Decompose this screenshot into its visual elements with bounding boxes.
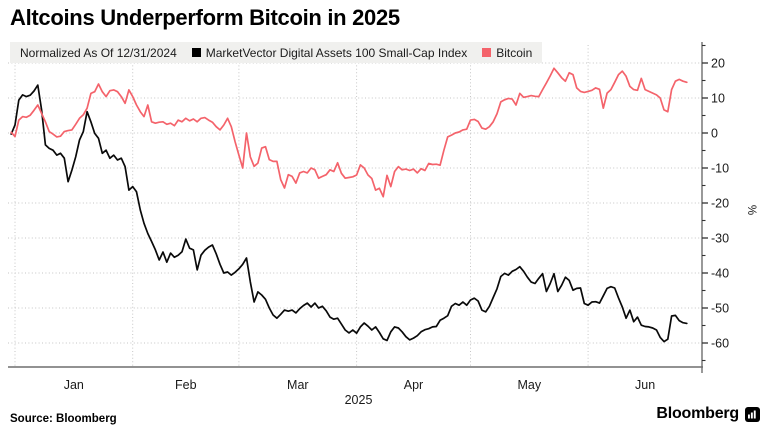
y-tick-label: -40 [711, 267, 729, 281]
bitcoin-swatch-icon [482, 48, 492, 57]
y-tick-label: -50 [711, 302, 729, 316]
y-gridlines [8, 62, 702, 344]
y-tick-label: 20 [711, 57, 725, 71]
bloomberg-terminal-icon [745, 406, 760, 422]
axes [8, 42, 703, 373]
x-tick-label: May [517, 378, 541, 392]
bitcoin-line [10, 67, 688, 198]
marketvector-line [10, 84, 688, 343]
bloomberg-wordmark: Bloomberg [656, 405, 739, 422]
legend-item-marketvector: MarketVector Digital Assets 100 Small-Ca… [191, 45, 468, 60]
y-tick-label: 10 [711, 92, 725, 106]
bloomberg-logo: Bloomberg [656, 405, 760, 423]
legend-item-label: MarketVector Digital Assets 100 Small-Ca… [205, 45, 468, 60]
x-gridlines [14, 45, 589, 367]
y-tick-label: -60 [711, 337, 729, 351]
y-tick-label: 0 [711, 127, 718, 141]
legend-item-label: Bitcoin [496, 45, 533, 60]
y-tick-label: -20 [711, 197, 729, 211]
x-tick-label: Jan [64, 378, 84, 392]
x-tick-label: Feb [175, 378, 197, 392]
page-title: Altcoins Underperform Bitcoin in 2025 [10, 5, 400, 30]
x-axis-year-label: 2025 [345, 393, 373, 407]
legend-item-bitcoin: Bitcoin [482, 46, 532, 60]
month-labels: Jan Feb Mar Apr May Jun [64, 378, 656, 392]
y-tick-label: -30 [711, 232, 729, 246]
source-label: Source: Bloomberg [10, 413, 117, 425]
legend-note: Normalized As Of 12/31/2024 [20, 45, 177, 60]
x-tick-label: Mar [287, 378, 309, 392]
y-tick-label: -10 [711, 162, 729, 176]
x-tick-label: Jun [635, 378, 655, 392]
y-axis-unit-label: % [745, 205, 757, 215]
marketvector-swatch-icon [191, 48, 201, 57]
y-axis-ticks: 20 10 0 -10 -20 -30 -40 -50 -60 [702, 44, 729, 362]
x-tick-label: Apr [404, 378, 423, 392]
chart-legend: Normalized As Of 12/31/2024 MarketVector… [10, 42, 543, 63]
